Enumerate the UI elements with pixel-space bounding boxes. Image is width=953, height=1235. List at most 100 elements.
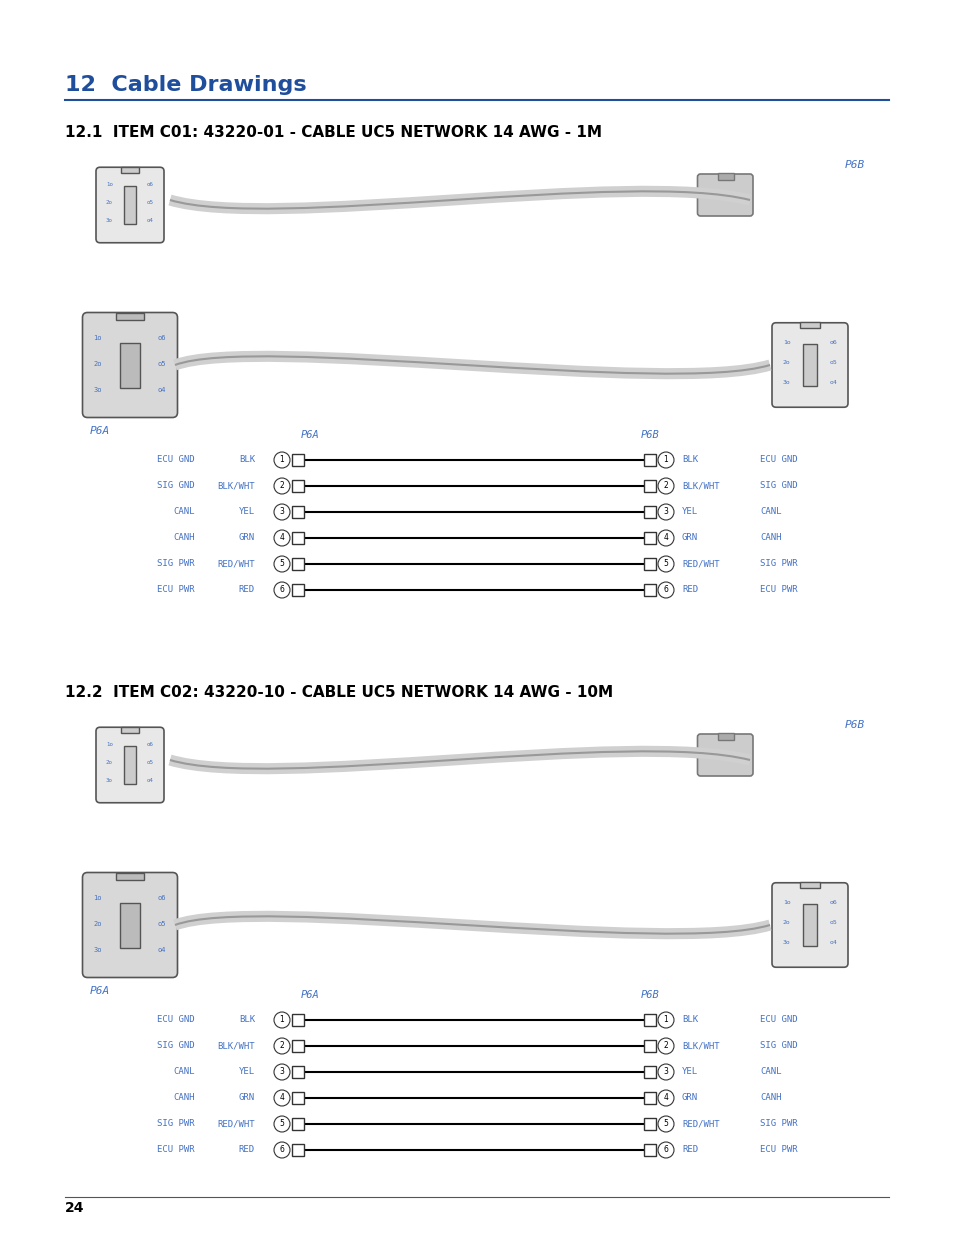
Text: RED/WHT: RED/WHT: [681, 1119, 719, 1129]
Circle shape: [274, 1091, 290, 1107]
Text: o5: o5: [158, 361, 167, 367]
Text: 3o: 3o: [106, 219, 112, 224]
Text: o5: o5: [158, 920, 167, 926]
Circle shape: [658, 1091, 673, 1107]
Text: 3: 3: [663, 508, 668, 516]
Text: CANL: CANL: [760, 508, 781, 516]
Text: 2o: 2o: [93, 361, 102, 367]
Text: 4: 4: [663, 534, 668, 542]
Text: 1o: 1o: [106, 742, 112, 747]
FancyBboxPatch shape: [292, 1066, 304, 1078]
Text: P6A: P6A: [300, 990, 319, 1000]
Circle shape: [274, 556, 290, 572]
Text: ECU PWR: ECU PWR: [760, 1146, 797, 1155]
FancyBboxPatch shape: [120, 903, 140, 947]
Text: 3o: 3o: [93, 946, 102, 952]
FancyBboxPatch shape: [717, 173, 733, 180]
Text: RED: RED: [238, 1146, 254, 1155]
Text: BLK: BLK: [681, 1015, 698, 1025]
FancyBboxPatch shape: [292, 1118, 304, 1130]
Text: CANL: CANL: [760, 1067, 781, 1077]
Text: ECU GND: ECU GND: [760, 1015, 797, 1025]
Text: 5: 5: [279, 559, 284, 568]
FancyBboxPatch shape: [643, 558, 656, 571]
Text: 6: 6: [279, 1146, 284, 1155]
Text: ECU PWR: ECU PWR: [760, 585, 797, 594]
Text: 3: 3: [279, 1067, 284, 1077]
Circle shape: [274, 582, 290, 598]
Text: ECU GND: ECU GND: [157, 1015, 194, 1025]
Text: RED: RED: [238, 585, 254, 594]
Circle shape: [274, 1011, 290, 1028]
Circle shape: [658, 1011, 673, 1028]
Circle shape: [274, 1116, 290, 1132]
Text: 3: 3: [663, 1067, 668, 1077]
FancyBboxPatch shape: [771, 883, 847, 967]
FancyBboxPatch shape: [292, 1092, 304, 1104]
Circle shape: [274, 1037, 290, 1053]
Text: SIG GND: SIG GND: [760, 482, 797, 490]
Circle shape: [658, 1116, 673, 1132]
Text: ECU PWR: ECU PWR: [157, 585, 194, 594]
Text: GRN: GRN: [681, 1093, 698, 1103]
FancyBboxPatch shape: [799, 882, 820, 888]
FancyBboxPatch shape: [643, 454, 656, 466]
Text: 2: 2: [663, 482, 668, 490]
FancyBboxPatch shape: [643, 1092, 656, 1104]
Text: o5: o5: [828, 920, 837, 925]
Text: 1o: 1o: [93, 335, 102, 341]
FancyBboxPatch shape: [717, 734, 733, 740]
Text: 12.2  ITEM C02: 43220-10 - CABLE UC5 NETWORK 14 AWG - 10M: 12.2 ITEM C02: 43220-10 - CABLE UC5 NETW…: [65, 685, 613, 700]
Text: BLK/WHT: BLK/WHT: [681, 482, 719, 490]
Text: BLK: BLK: [238, 456, 254, 464]
Text: SIG GND: SIG GND: [157, 1041, 194, 1051]
Text: o6: o6: [828, 340, 837, 345]
Text: o6: o6: [158, 894, 167, 900]
FancyBboxPatch shape: [116, 312, 144, 320]
Text: 1o: 1o: [93, 894, 102, 900]
FancyBboxPatch shape: [643, 1040, 656, 1052]
Text: RED/WHT: RED/WHT: [681, 559, 719, 568]
Text: 6: 6: [663, 585, 668, 594]
Text: 2o: 2o: [106, 761, 112, 766]
FancyBboxPatch shape: [292, 480, 304, 492]
Text: YEL: YEL: [238, 1067, 254, 1077]
Text: ECU GND: ECU GND: [760, 456, 797, 464]
FancyBboxPatch shape: [802, 904, 816, 946]
Text: 4: 4: [279, 534, 284, 542]
Circle shape: [658, 556, 673, 572]
Text: o4: o4: [147, 219, 153, 224]
Text: 3o: 3o: [106, 778, 112, 783]
Text: ECU PWR: ECU PWR: [157, 1146, 194, 1155]
FancyBboxPatch shape: [292, 506, 304, 517]
FancyBboxPatch shape: [643, 480, 656, 492]
Text: o5: o5: [147, 200, 153, 205]
Text: YEL: YEL: [238, 508, 254, 516]
Circle shape: [658, 1142, 673, 1158]
Text: P6A: P6A: [90, 987, 110, 997]
Text: P6A: P6A: [90, 426, 110, 436]
FancyBboxPatch shape: [120, 342, 140, 388]
Text: BLK/WHT: BLK/WHT: [681, 1041, 719, 1051]
Circle shape: [658, 478, 673, 494]
FancyBboxPatch shape: [292, 1040, 304, 1052]
Text: 2o: 2o: [782, 359, 790, 366]
Circle shape: [274, 1065, 290, 1079]
FancyBboxPatch shape: [292, 584, 304, 597]
FancyBboxPatch shape: [124, 186, 136, 224]
FancyBboxPatch shape: [121, 167, 139, 173]
Text: o6: o6: [147, 183, 153, 188]
Text: o4: o4: [828, 380, 837, 385]
Text: 1o: 1o: [106, 183, 112, 188]
FancyBboxPatch shape: [643, 1118, 656, 1130]
FancyBboxPatch shape: [116, 872, 144, 879]
FancyBboxPatch shape: [124, 746, 136, 784]
Text: GRN: GRN: [238, 1093, 254, 1103]
FancyBboxPatch shape: [643, 506, 656, 517]
Text: GRN: GRN: [238, 534, 254, 542]
Text: o5: o5: [147, 761, 153, 766]
FancyBboxPatch shape: [643, 1066, 656, 1078]
FancyBboxPatch shape: [96, 167, 164, 243]
Circle shape: [274, 1142, 290, 1158]
Text: o6: o6: [147, 742, 153, 747]
